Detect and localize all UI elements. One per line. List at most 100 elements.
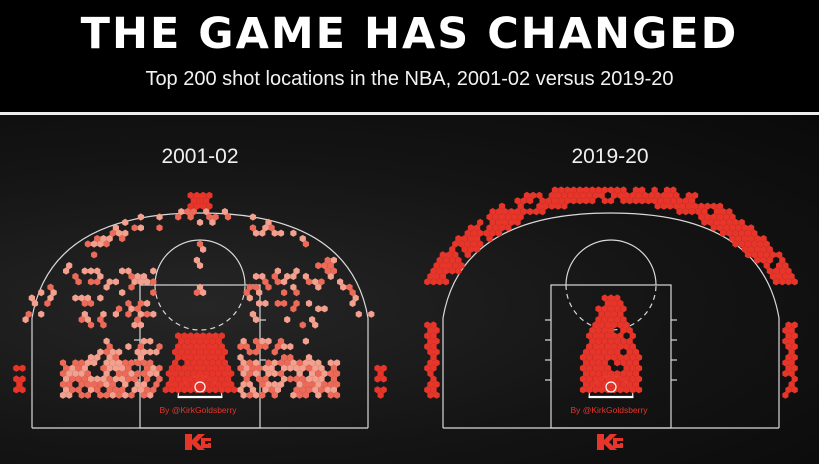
court-left-shot-hex	[193, 256, 200, 264]
court-left-shot-hex	[25, 310, 32, 318]
court-left-shot-hex	[187, 343, 194, 351]
court-left-shot-hex	[94, 353, 101, 361]
court-left-shot-hex	[147, 348, 154, 356]
court-left-shot-hex	[262, 375, 269, 383]
court-right-shot-hex	[670, 186, 677, 194]
court-right-shot-hex	[439, 251, 446, 259]
court-left-shot-hex	[212, 213, 219, 221]
court-left-shot-hex	[221, 208, 228, 216]
court-left-shot-hex	[302, 391, 309, 399]
court-left-shot-hex	[206, 191, 213, 199]
court-right-shot-hex	[614, 337, 621, 345]
court-right-shot-hex	[635, 353, 643, 361]
court-right-shot-hex	[498, 224, 506, 232]
court-left-shot-hex	[165, 370, 172, 378]
court-right-shot-hex	[570, 186, 577, 194]
court-right-shot-hex	[502, 208, 509, 216]
court-left-shot-hex	[281, 343, 288, 351]
court-right-shot-hex	[424, 321, 431, 329]
court-left-shot-hex	[44, 299, 51, 307]
court-right-shot-hex	[729, 235, 736, 243]
court-left-shot-hex	[209, 370, 216, 378]
court-left-shot-hex	[63, 267, 70, 275]
court-right-shot-hex	[464, 240, 471, 248]
court-right-rim	[605, 381, 617, 393]
court-right-shot-hex	[592, 332, 599, 340]
court-right-shot-hex	[614, 359, 621, 367]
court-right-shot-hex	[654, 191, 661, 199]
court-right-shot-hex	[710, 224, 717, 232]
court-left-shot-hex	[134, 305, 141, 313]
court-left-shot-hex	[134, 359, 141, 367]
court-left-shot-hex	[368, 310, 375, 318]
court-right-shot-hex	[589, 337, 596, 345]
court-left-shot-hex	[109, 229, 116, 237]
court-right-shot-hex	[751, 251, 758, 259]
court-left-shot-hex	[97, 380, 104, 388]
court-left-shot-hex	[200, 202, 207, 210]
court-left-shot-hex	[147, 391, 154, 399]
court-right-shot-hex	[586, 191, 593, 199]
court-left-shot-hex	[143, 299, 151, 307]
season-label-2019-20: 2019-20	[571, 145, 649, 168]
court-left-shot-hex	[140, 391, 148, 399]
court-left-shot-hex	[215, 359, 222, 367]
court-left-shot-hex	[262, 343, 269, 351]
court-left-shot-hex	[137, 321, 144, 329]
court-left-shot-hex	[200, 332, 207, 340]
court-left-shot-hex	[274, 299, 281, 307]
court-right-shot-hex	[598, 191, 605, 199]
court-left-shot-hex	[212, 343, 219, 351]
court-left-shot-hex	[237, 386, 244, 394]
court-left-shot-hex	[94, 386, 101, 394]
court-right-shot-hex	[586, 343, 593, 351]
court-left-shot-hex	[193, 202, 200, 210]
court-left-shot-hex	[172, 359, 179, 367]
court-left-shot-hex	[78, 359, 85, 367]
court-right-shot-hex	[635, 386, 643, 394]
court-left-shot-hex	[312, 321, 319, 329]
court-right-shot-hex	[561, 202, 568, 210]
court-right-shot-hex	[502, 218, 509, 226]
court-left-shot-hex	[172, 348, 179, 356]
court-right-shot-hex	[791, 321, 798, 329]
court-left-shot-hex	[252, 370, 260, 378]
court-right-shot-hex	[738, 229, 745, 237]
court-left-shot-hex	[318, 375, 325, 383]
court-left-shot-hex	[259, 337, 266, 345]
court-right-shot-hex	[732, 218, 739, 226]
court-left-shot-hex	[94, 375, 101, 383]
court-right-shot-hex	[601, 326, 608, 334]
court-right-shot-hex	[663, 197, 671, 205]
court-right-shot-hex	[477, 240, 484, 248]
court-right-shot-hex	[707, 218, 714, 226]
court-left-shot-hex	[112, 375, 119, 383]
court-right-shot-hex	[477, 229, 484, 237]
court-left-shot-hex	[156, 213, 163, 221]
court-left-shot-hex	[181, 364, 188, 372]
court-right-shot-hex	[617, 191, 624, 199]
court-left-shot-hex	[38, 289, 45, 297]
court-left-shot-hex	[209, 337, 216, 345]
court-left-shot-hex	[63, 364, 70, 372]
court-right-shot-hex	[738, 240, 745, 248]
court-left-shot-hex	[150, 386, 157, 394]
court-left-shot-hex	[59, 391, 67, 399]
court-left-shot-hex	[87, 299, 95, 307]
court-right-shot-hex	[760, 245, 767, 253]
court-right-shot-hex	[430, 332, 437, 340]
court-right-shot-hex	[642, 191, 649, 199]
court-left-shot-hex	[109, 359, 116, 367]
court-left-shot-hex	[175, 353, 182, 361]
court-left-shot-hex	[252, 272, 260, 280]
court-left-shot-hex	[349, 289, 356, 297]
court-left-shot-hex	[274, 386, 281, 394]
court-left-shot-hex	[243, 289, 250, 297]
court-right-shot-hex	[601, 186, 608, 194]
court-left-shot-hex	[175, 213, 182, 221]
court-left-shot-hex	[19, 375, 26, 383]
court-left-shot-hex	[181, 332, 188, 340]
court-left-shot-hex	[374, 364, 381, 372]
court-left-shot-hex	[240, 380, 247, 388]
court-left-shot-hex	[315, 380, 322, 388]
